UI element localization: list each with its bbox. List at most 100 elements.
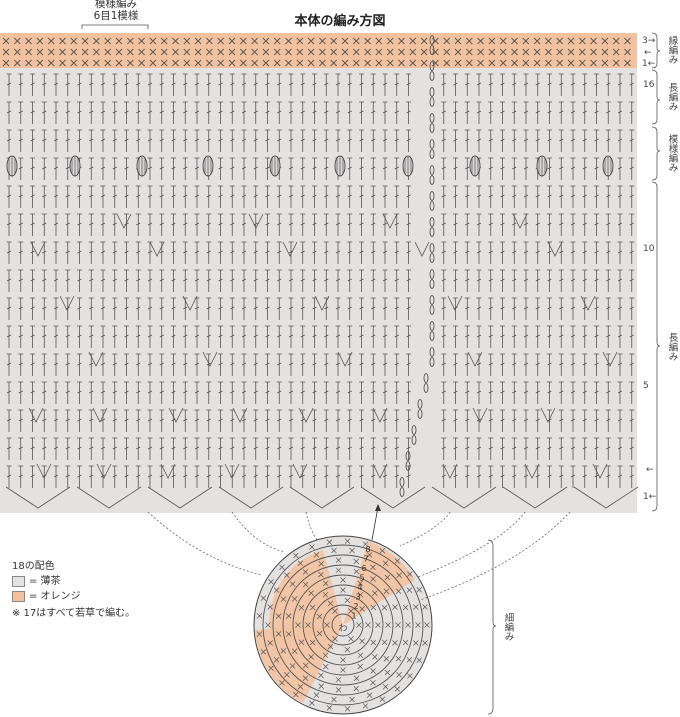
dc-stitch	[359, 297, 364, 320]
dc-stitch	[323, 73, 329, 96]
dc-stitch	[147, 185, 153, 208]
dc-stitch	[394, 73, 400, 96]
increase-v	[224, 463, 240, 479]
base-fan	[431, 486, 497, 509]
dc-stitch	[100, 437, 106, 460]
sc-stitch	[316, 613, 323, 620]
dc-stitch	[453, 213, 458, 236]
sc-stitch	[385, 622, 391, 628]
sc-stitch	[138, 59, 145, 67]
sc-stitch	[477, 59, 484, 67]
dc-stitch	[323, 465, 329, 488]
dc-stitch	[511, 101, 517, 124]
dc-stitch	[218, 73, 223, 96]
round-number: 2	[353, 602, 358, 611]
dc-stitch	[347, 325, 353, 348]
sc-stitch	[262, 48, 270, 56]
dc-stitch	[558, 465, 564, 488]
sc-stitch	[307, 48, 315, 56]
sc-stitch	[149, 59, 157, 67]
dc-stitch	[253, 409, 259, 432]
row-number-5: 5	[643, 381, 649, 391]
row-number-3: 3→	[642, 36, 656, 46]
sc-stitch	[364, 59, 371, 67]
dc-stitch	[500, 241, 505, 264]
dc-stitch	[265, 269, 270, 292]
dc-stitch	[182, 185, 188, 208]
dc-stitch	[265, 213, 270, 236]
increase-v	[382, 213, 398, 229]
sc-stitch	[443, 37, 451, 45]
dc-stitch	[135, 213, 141, 236]
dc-stitch	[88, 465, 94, 488]
dc-stitch	[335, 241, 341, 264]
dc-stitch	[182, 269, 188, 292]
dc-stitch	[382, 297, 388, 320]
sc-stitch	[522, 59, 530, 67]
sc-stitch	[2, 37, 10, 45]
increase-v	[248, 213, 264, 229]
dc-stitch	[218, 213, 223, 236]
cluster-stitch	[269, 155, 281, 177]
dc-stitch	[323, 409, 329, 432]
sc-stitch	[194, 48, 202, 56]
dc-stitch	[300, 437, 306, 460]
body-background	[0, 33, 637, 513]
dc-stitch	[276, 437, 282, 460]
dc-stitch	[30, 157, 35, 180]
dc-stitch	[335, 381, 341, 404]
dc-stitch	[547, 465, 552, 488]
dc-stitch	[147, 157, 153, 180]
sc-stitch	[297, 683, 304, 690]
dc-stitch	[53, 241, 59, 264]
dc-stitch	[500, 465, 505, 488]
sc-stitch	[332, 608, 338, 614]
sc-stitch	[396, 671, 402, 678]
dc-stitch	[382, 241, 388, 264]
dc-stitch	[112, 409, 118, 432]
dc-stitch	[594, 465, 599, 488]
dc-stitch	[464, 269, 470, 292]
dc-stitch	[124, 353, 129, 376]
dc-stitch	[182, 101, 188, 124]
dc-stitch	[347, 409, 353, 432]
dc-stitch	[464, 157, 470, 180]
dc-stitch	[135, 353, 141, 376]
sc-stitch	[313, 552, 320, 558]
dc-stitch	[53, 325, 59, 348]
dc-stitch	[464, 325, 470, 348]
dc-stitch	[88, 241, 94, 264]
dc-stitch	[241, 129, 247, 152]
dc-stitch	[41, 409, 47, 432]
dc-stitch	[30, 465, 35, 488]
dc-stitch	[570, 325, 576, 348]
dc-stitch	[605, 129, 611, 152]
sc-stitch	[379, 548, 386, 554]
dc-stitch	[30, 185, 35, 208]
dc-stitch	[370, 73, 376, 96]
dc-stitch	[406, 325, 411, 348]
dc-stitch	[605, 437, 611, 460]
dc-stitch	[100, 157, 106, 180]
sc-stitch	[183, 37, 191, 45]
dc-stitch	[629, 185, 635, 208]
increase-v	[116, 213, 132, 229]
dc-stitch	[253, 465, 259, 488]
dc-stitch	[394, 185, 400, 208]
dc-stitch	[159, 269, 165, 292]
sc-stitch	[36, 48, 44, 56]
dc-stitch	[629, 353, 635, 376]
dc-stitch	[582, 353, 588, 376]
dc-stitch	[476, 73, 482, 96]
dc-stitch	[288, 213, 294, 236]
dc-stitch	[77, 129, 82, 152]
dc-stitch	[594, 101, 599, 124]
dc-stitch	[347, 381, 353, 404]
dc-stitch	[523, 129, 529, 152]
sc-stitch	[422, 604, 428, 610]
dc-stitch	[464, 241, 470, 264]
sc-stitch	[293, 552, 299, 559]
dc-stitch	[276, 297, 282, 320]
sc-stitch	[104, 37, 112, 45]
sc-stitch	[262, 37, 270, 45]
